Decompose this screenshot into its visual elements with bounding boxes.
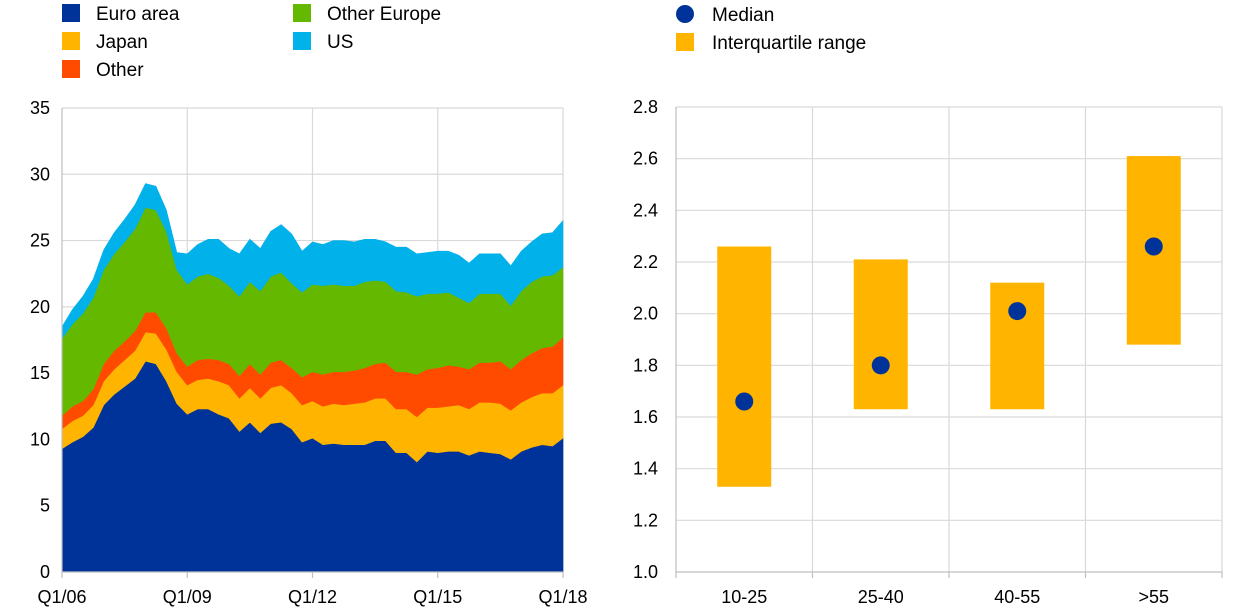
median-point-55: [1144, 237, 1163, 256]
right-y-tick-label: 1.0: [633, 562, 658, 582]
left-y-tick-label: 10: [30, 429, 50, 449]
left-y-tick-label: 35: [30, 98, 50, 118]
median-point-40-55: [1008, 302, 1027, 321]
median-point-10-25: [735, 392, 754, 411]
right-legend: Median Interquartile range: [676, 5, 866, 54]
right-y-tick-label: 1.6: [633, 407, 658, 427]
right-x-tick-label: >55: [1138, 587, 1169, 607]
legend-label-median: Median: [712, 5, 774, 26]
right-range-marks: [717, 156, 1181, 487]
right-y-tick-label: 2.8: [633, 97, 658, 117]
left-legend: Euro area Japan Other Other Europe US: [62, 4, 441, 81]
left-x-tick-label: Q1/12: [288, 587, 337, 607]
left-x-tick-label: Q1/09: [163, 587, 212, 607]
right-y-tick-label: 2.4: [633, 200, 658, 220]
left-axes: 0 5 10 15 20 25 30 35 Q1/06 Q1/09 Q1/12 Q1/15 Q1/18: [30, 98, 588, 607]
right-x-tick-label: 40-55: [994, 587, 1040, 607]
legend-label-other: Other: [96, 60, 144, 81]
right-y-tick-label: 1.4: [633, 459, 658, 479]
left-area-series: [61, 183, 564, 573]
legend-marker-median: [676, 5, 694, 23]
left-y-tick-label: 15: [30, 363, 50, 383]
left-y-tick-label: 20: [30, 297, 50, 317]
legend-swatch-euro-area: [62, 4, 80, 22]
right-y-tick-label: 1.8: [633, 355, 658, 375]
left-x-tick-label: Q1/18: [538, 587, 587, 607]
legend-label-other-europe: Other Europe: [327, 4, 441, 25]
legend-swatch-other: [62, 60, 80, 78]
median-point-25-40: [871, 356, 890, 375]
left-x-tick-label: Q1/06: [37, 587, 86, 607]
right-y-tick-label: 2.0: [633, 304, 658, 324]
area-series-us: [61, 183, 564, 340]
iqr-bar-40-55: [990, 282, 1045, 410]
stacked-area-chart: Euro area Japan Other Other Europe US 0 5 10 15…: [30, 4, 588, 607]
right-gridlines: [676, 106, 1223, 572]
right-y-tick-label: 1.2: [633, 510, 658, 530]
left-y-tick-label: 0: [40, 562, 50, 582]
legend-swatch-interquartile-range: [676, 33, 694, 51]
right-y-tick-label: 2.6: [633, 149, 658, 169]
legend-swatch-other-europe: [293, 4, 311, 22]
right-y-tick-label: 2.2: [633, 252, 658, 272]
legend-label-us: US: [327, 32, 353, 53]
iqr-bar-25-40: [853, 259, 908, 410]
right-axes: 1.0 1.2 1.4 1.6 1.8 2.0 2.2 2.4 2.6 2.8 10-25 25-40…: [633, 97, 1223, 607]
left-y-tick-label: 30: [30, 164, 50, 184]
left-x-tick-label: Q1/15: [413, 587, 462, 607]
left-y-tick-label: 25: [30, 231, 50, 251]
legend-label-euro-area: Euro area: [96, 4, 180, 25]
right-x-tick-label: 10-25: [721, 587, 767, 607]
legend-swatch-japan: [62, 32, 80, 50]
left-y-tick-label: 5: [40, 496, 50, 516]
legend-swatch-us: [293, 32, 311, 50]
legend-label-interquartile-range: Interquartile range: [712, 33, 866, 54]
right-x-tick-label: 25-40: [858, 587, 904, 607]
legend-label-japan: Japan: [96, 32, 148, 53]
iqr-bar-10-25: [717, 246, 772, 487]
